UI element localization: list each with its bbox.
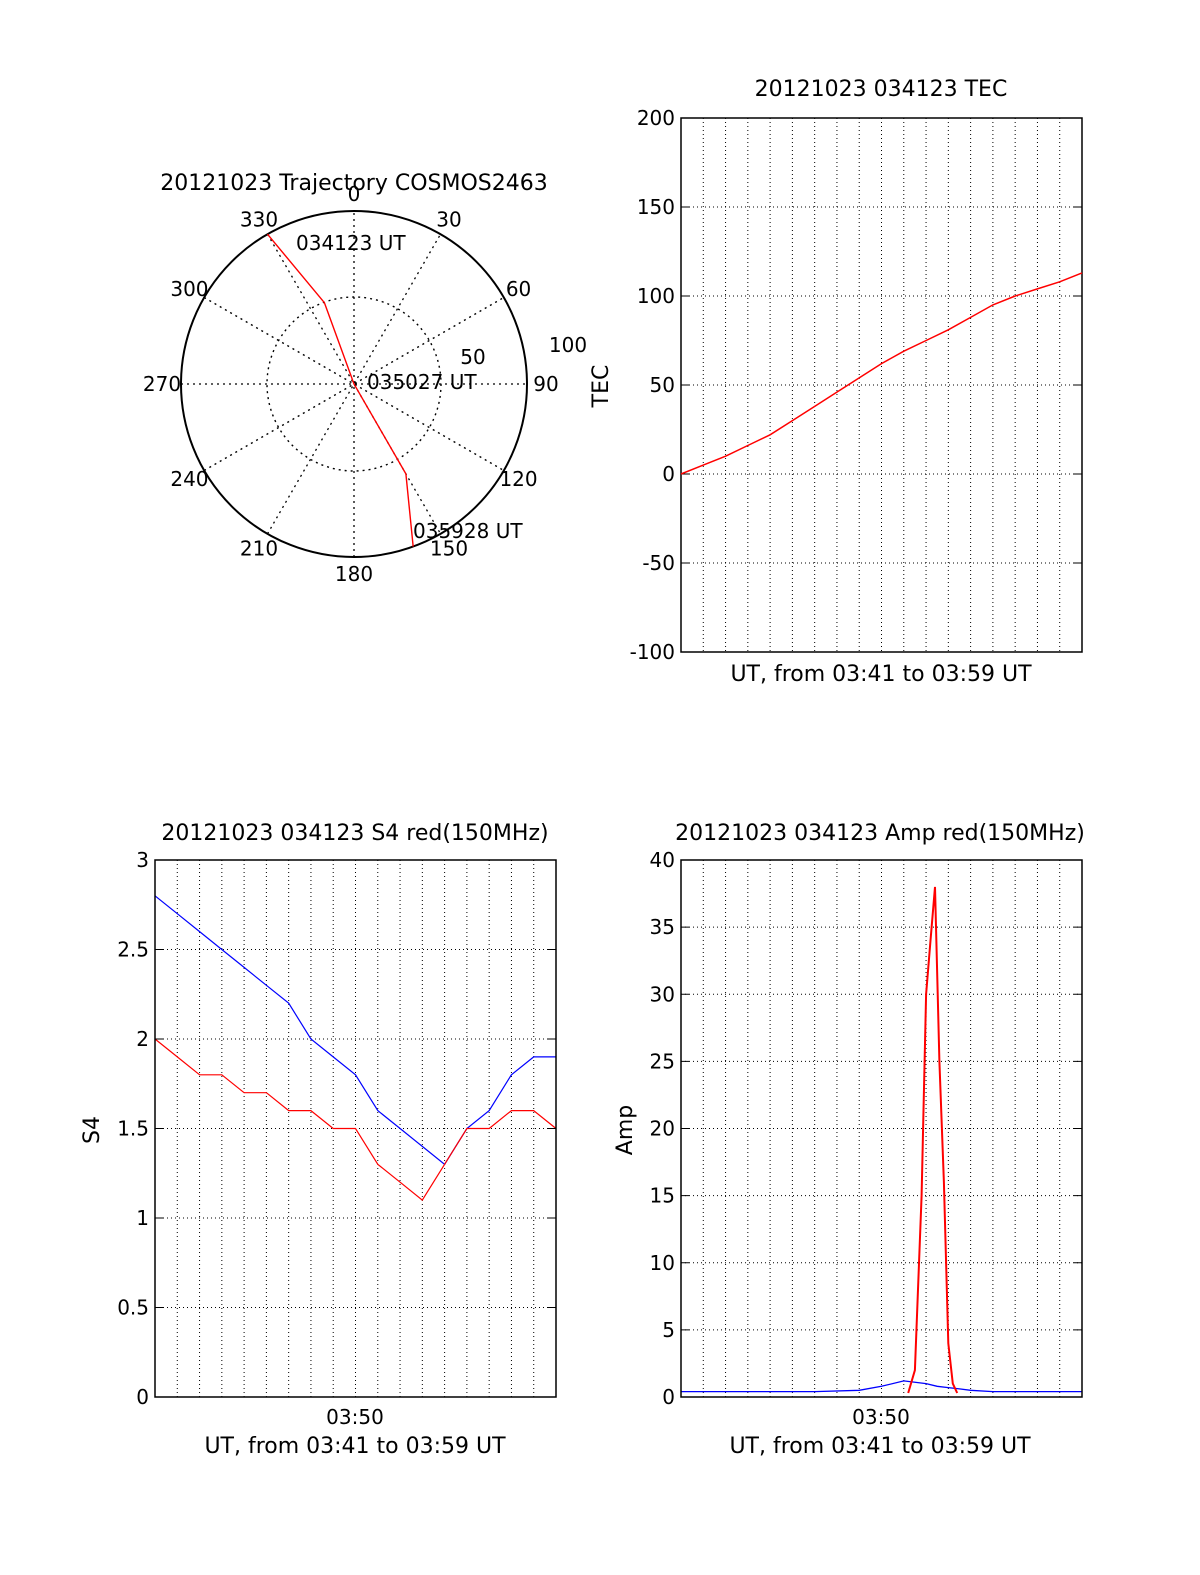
tec-xlabel: UT, from 03:41 to 03:59 UT [730, 662, 1032, 687]
polar-azimuth-label: 180 [335, 562, 373, 586]
polar-azimuth-label: 300 [170, 277, 208, 301]
tec-y-tick-label: -50 [642, 551, 675, 575]
amp-series-line [681, 1380, 1082, 1393]
amp-x-tick-label: 03:50 [852, 1405, 910, 1429]
polar-track-line [266, 233, 414, 547]
tec-y-tick-label: 50 [650, 373, 675, 397]
s4-y-tick-label: 2.5 [117, 938, 149, 962]
polar-azimuth-label: 120 [499, 467, 537, 491]
amp-y-tick-label: 0 [662, 1385, 675, 1409]
s4-panel: 20121023 034123 S4 red(150MHz) 0 0.5 1 1.5 2… [80, 821, 557, 1459]
polar-panel: 20121023 Trajectory COSMOS2463 0 30 60 90 12… [143, 171, 587, 586]
polar-spoke [203, 296, 505, 472]
tec-panel: 20121023 034123 TEC -100-50050100150200 … [589, 77, 1083, 687]
s4-series [154, 895, 557, 1201]
amp-title: 20121023 034123 Amp red(150MHz) [675, 821, 1085, 846]
s4-y-tick-label: 1 [136, 1206, 149, 1230]
amp-y-tick-label: 20 [650, 1117, 675, 1141]
amp-y-tick-label: 35 [650, 915, 675, 939]
amp-y-ticks: 0 5 10 15 20 25 30 35 40 [650, 848, 1082, 1409]
polar-azimuth-label: 30 [436, 207, 461, 231]
polar-track-end-label: 035928 UT [413, 519, 523, 543]
s4-y-ticks: 0 0.5 1 1.5 2 2.5 3 [117, 848, 556, 1409]
polar-azimuth-label: 150 [430, 537, 468, 561]
amp-series [681, 886, 1082, 1394]
polar-spokes [181, 211, 527, 557]
polar-azimuth-label: 210 [240, 537, 278, 561]
tec-ylabel: TEC [589, 365, 614, 409]
polar-azimuth-label: 240 [170, 467, 208, 491]
polar-azimuth-label: 330 [240, 207, 278, 231]
polar-azimuth-labels: 0 30 60 90 120 150 180 210 240 270 300 330 [143, 182, 559, 586]
polar-spoke [266, 233, 442, 535]
tec-y-tick-label: 0 [662, 462, 675, 486]
polar-spoke [266, 233, 442, 535]
amp-y-tick-label: 10 [650, 1251, 675, 1275]
polar-title: 20121023 Trajectory COSMOS2463 [160, 171, 547, 196]
tec-series-line [680, 272, 1083, 475]
s4-series-line [154, 1038, 557, 1201]
amp-y-tick-label: 25 [650, 1049, 675, 1073]
tec-y-tick-label: 100 [637, 284, 675, 308]
polar-spoke [203, 296, 505, 472]
tec-title: 20121023 034123 TEC [755, 77, 1008, 102]
tec-series [680, 272, 1083, 475]
s4-title: 20121023 034123 S4 red(150MHz) [161, 821, 548, 846]
s4-y-tick-label: 0 [136, 1385, 149, 1409]
polar-radial-label-100: 100 [549, 333, 587, 357]
amp-y-tick-label: 40 [650, 848, 675, 872]
amp-panel: 20121023 034123 Amp red(150MHz) 0 5 10 15 20… [613, 821, 1085, 1459]
s4-x-tick-label: 03:50 [326, 1405, 384, 1429]
polar-track-start-label: 034123 UT [296, 231, 406, 255]
amp-y-tick-label: 5 [662, 1318, 675, 1342]
polar-azimuth-label: 60 [506, 277, 531, 301]
s4-ylabel: S4 [80, 1116, 105, 1144]
polar-azimuth-label: 0 [348, 182, 361, 206]
tec-y-ticks: -100 -50 0 50 100 150 200 [630, 106, 1082, 664]
s4-series-line [154, 895, 556, 1166]
s4-y-tick-label: 2 [136, 1027, 149, 1051]
amp-grid [681, 860, 1082, 1397]
s4-y-tick-label: 1.5 [117, 1117, 149, 1141]
s4-y-tick-label: 0.5 [117, 1296, 149, 1320]
tec-y-tick-label: 150 [637, 195, 675, 219]
amp-series-line [907, 886, 959, 1394]
amp-y-tick-label: 15 [650, 1184, 675, 1208]
tec-y-tick-label: 200 [637, 106, 675, 130]
polar-azimuth-label: 90 [533, 372, 558, 396]
polar-radial-label-50: 50 [460, 345, 485, 369]
polar-azimuth-label: 270 [143, 372, 181, 396]
tec-y-tick-label: -100 [630, 640, 675, 664]
amp-xlabel: UT, from 03:41 to 03:59 UT [729, 1434, 1031, 1459]
tec-grid [681, 118, 1082, 652]
polar-track-zenith-label: 035027 UT [367, 370, 477, 394]
s4-y-tick-label: 3 [136, 848, 149, 872]
amp-ylabel: Amp [613, 1105, 638, 1155]
amp-y-tick-label: 30 [650, 982, 675, 1006]
s4-xlabel: UT, from 03:41 to 03:59 UT [204, 1434, 506, 1459]
